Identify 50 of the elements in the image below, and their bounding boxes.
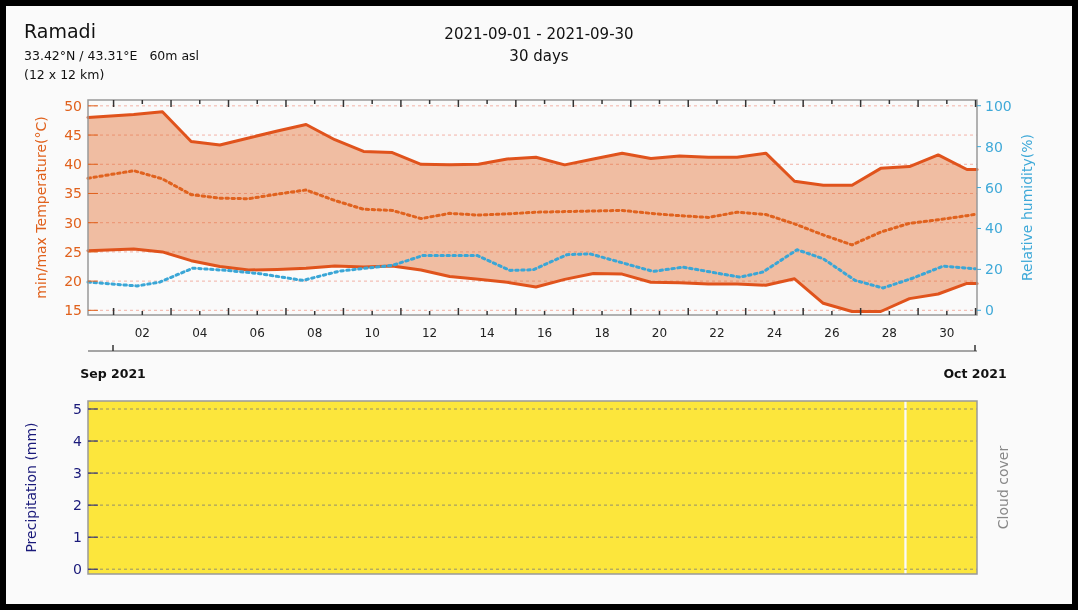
x-tick-label: 02 [134,326,150,340]
text: (12 x 12 km) [24,67,105,82]
text: 2021-09-01 - 2021-09-30 [444,25,634,43]
x-tick-label: 30 [939,326,955,340]
y-tick-label: 25 [64,243,82,260]
y-tick-label: 3 [73,465,82,482]
y-tick-label: 20 [64,273,82,290]
chart-title: Ramadi [24,20,96,42]
x-tick-label: 18 [594,326,610,340]
x-tick-label: 24 [766,326,783,340]
text: Oct 2021 [943,366,1007,381]
x-tick-label: 06 [249,326,265,340]
y2-axis-title: Cloud cover [995,445,1011,530]
line-series [86,247,979,313]
x-tick-label: 14 [479,326,495,340]
y-tick-label: 2 [73,497,82,514]
line-series [86,110,979,187]
y-axis-title: Precipitation (mm) [23,422,39,553]
y-tick-label: 1 [73,529,82,546]
y2-axis-title: Relative humidity(%) [1019,134,1035,281]
x-tick-label: 20 [651,326,668,340]
x-tick-label: 28 [881,326,897,340]
y-axis-title: min/max Temperature(°C) [33,116,49,299]
y-tick-label: 30 [64,214,82,231]
y2-tick-label: 100 [985,97,1012,114]
x-tick-label: 12 [422,326,438,340]
x-tick-label: 26 [824,326,840,340]
x-tick-label: 10 [364,326,380,340]
y2-tick-label: 40 [985,220,1003,237]
x-tick-label: 08 [307,326,323,340]
y-tick-label: 5 [73,401,82,418]
text: 30 days [509,47,569,65]
y-tick-label: 40 [64,156,82,173]
y2-tick-label: 80 [985,138,1003,155]
y2-tick-label: 60 [985,179,1003,196]
y-tick-label: 35 [64,185,82,202]
x-tick-label: 04 [192,326,208,340]
x-tick-label: 22 [709,326,725,340]
y-tick-label: 45 [64,127,82,144]
y-tick-label: 0 [73,561,82,578]
y-tick-label: 15 [64,302,82,319]
y-tick-label: 4 [73,433,83,450]
y2-tick-label: 20 [985,261,1003,278]
chart-subtitle: 33.42°N / 43.31°E 60m asl [24,48,200,63]
y-tick-label: 50 [64,97,82,114]
line-series [86,248,977,290]
x-tick-label: 16 [536,326,553,340]
y2-tick-label: 0 [985,302,994,319]
line-series [86,169,979,247]
text: Sep 2021 [80,366,146,381]
